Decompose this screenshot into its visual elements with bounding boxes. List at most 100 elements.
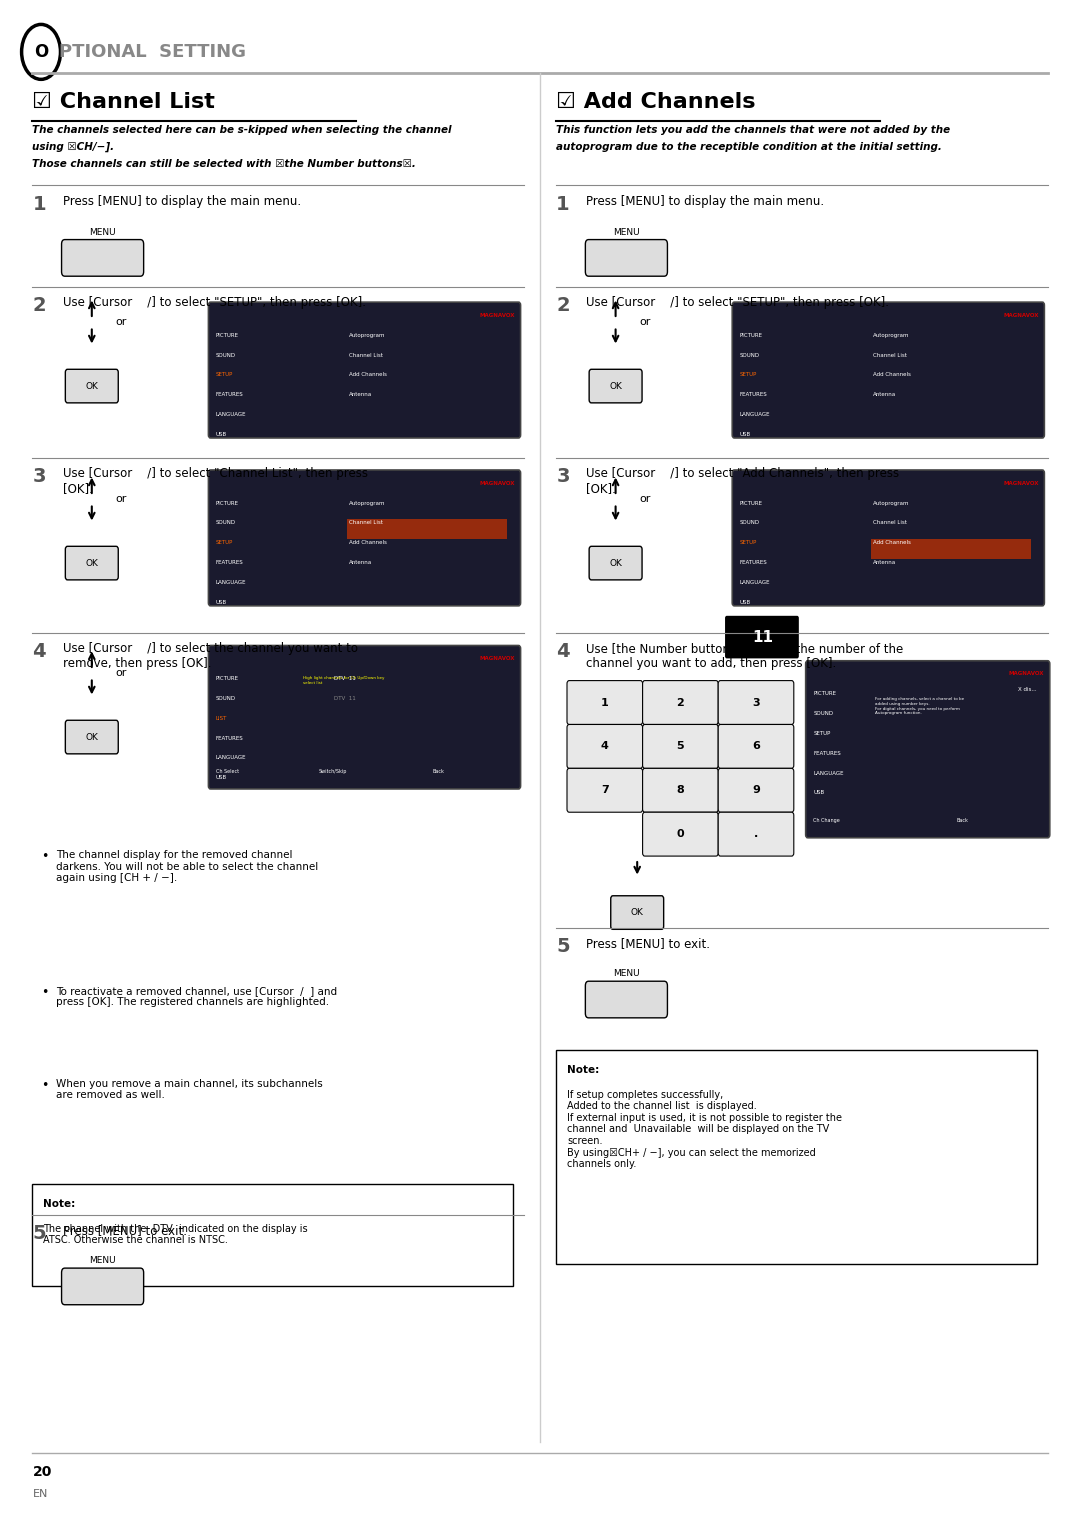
Text: or: or — [116, 494, 127, 504]
Text: 1: 1 — [600, 697, 609, 708]
Text: Use [Cursor    /] to select "Channel List", then press
[OK].: Use [Cursor /] to select "Channel List",… — [63, 467, 367, 494]
FancyBboxPatch shape — [567, 769, 643, 812]
Text: Add Channels: Add Channels — [349, 540, 387, 545]
Text: SOUND: SOUND — [740, 520, 760, 525]
Text: Press [MENU] to display the main menu.: Press [MENU] to display the main menu. — [586, 195, 824, 209]
Text: LANGUAGE: LANGUAGE — [216, 755, 246, 760]
FancyBboxPatch shape — [208, 645, 521, 789]
Text: Autoprogram: Autoprogram — [349, 501, 386, 505]
Text: SOUND: SOUND — [740, 353, 760, 357]
Text: For adding channels, select a channel to be
added using number keys.
For digital: For adding channels, select a channel to… — [875, 697, 964, 716]
Bar — [870, 539, 1030, 559]
Text: OK: OK — [85, 732, 98, 742]
Text: Use [the Number buttons] to enter the number of the
channel you want to add, the: Use [the Number buttons] to enter the nu… — [586, 642, 904, 670]
FancyBboxPatch shape — [718, 681, 794, 725]
FancyBboxPatch shape — [718, 769, 794, 812]
Text: 4: 4 — [600, 742, 609, 751]
Text: FEATURES: FEATURES — [740, 392, 768, 397]
FancyBboxPatch shape — [643, 725, 718, 769]
Text: FEATURES: FEATURES — [216, 392, 244, 397]
FancyBboxPatch shape — [726, 617, 798, 658]
Text: O: O — [33, 43, 49, 61]
Text: Press [MENU] to exit.: Press [MENU] to exit. — [586, 937, 711, 951]
Text: OK: OK — [609, 382, 622, 391]
Text: ☑ Channel List: ☑ Channel List — [32, 92, 215, 111]
FancyBboxPatch shape — [718, 725, 794, 769]
Text: Channel List: Channel List — [873, 353, 907, 357]
Text: 1: 1 — [32, 195, 46, 214]
Text: MENU: MENU — [613, 227, 639, 237]
Text: When you remove a main channel, its subchannels
are removed as well.: When you remove a main channel, its subc… — [56, 1079, 323, 1100]
Text: SETUP: SETUP — [216, 540, 233, 545]
Text: FEATURES: FEATURES — [740, 560, 768, 565]
Text: 3: 3 — [556, 467, 570, 485]
FancyBboxPatch shape — [590, 369, 643, 403]
Text: PICTURE: PICTURE — [216, 676, 239, 681]
Text: SOUND: SOUND — [216, 353, 237, 357]
Text: 3: 3 — [32, 467, 45, 485]
Text: MAGNAVOX: MAGNAVOX — [480, 656, 515, 661]
Text: 1: 1 — [556, 195, 570, 214]
FancyBboxPatch shape — [62, 240, 144, 276]
Text: FEATURES: FEATURES — [813, 751, 841, 755]
Text: or: or — [639, 494, 651, 504]
FancyBboxPatch shape — [732, 470, 1044, 606]
Text: SETUP: SETUP — [216, 372, 233, 377]
Text: To reactivate a removed channel, use [Cursor  /  ] and
press [OK]. The registere: To reactivate a removed channel, use [Cu… — [56, 986, 337, 1007]
FancyBboxPatch shape — [208, 470, 521, 606]
Text: Autoprogram: Autoprogram — [873, 333, 909, 337]
FancyBboxPatch shape — [65, 546, 119, 580]
Text: using ☒CH/−].: using ☒CH/−]. — [32, 142, 114, 153]
Text: USB: USB — [740, 432, 751, 436]
Text: •: • — [41, 1079, 49, 1093]
Text: MENU: MENU — [90, 227, 116, 237]
Text: FEATURES: FEATURES — [216, 560, 244, 565]
Text: Antenna: Antenna — [873, 392, 896, 397]
Text: •: • — [41, 850, 49, 864]
Text: The channels selected here can be s­kipped when selecting the channel: The channels selected here can be s­kipp… — [32, 125, 451, 136]
Text: MENU: MENU — [613, 969, 639, 978]
Text: OK: OK — [631, 908, 644, 917]
FancyBboxPatch shape — [585, 240, 667, 276]
Text: EN: EN — [32, 1489, 48, 1500]
Text: OK: OK — [85, 559, 98, 568]
Text: DTV  11: DTV 11 — [334, 696, 355, 700]
Text: ☑ Add Channels: ☑ Add Channels — [556, 92, 756, 111]
Text: 20: 20 — [32, 1465, 52, 1479]
Text: 11: 11 — [752, 630, 773, 645]
Text: 5: 5 — [556, 937, 570, 955]
Text: MENU: MENU — [90, 1256, 116, 1265]
Text: or: or — [639, 317, 651, 327]
Text: 2: 2 — [676, 697, 685, 708]
Text: Use [Cursor    /] to select the channel you want to
remove, then press [OK].: Use [Cursor /] to select the channel you… — [63, 642, 357, 670]
Text: SOUND: SOUND — [216, 696, 237, 700]
Text: This function lets you add the channels that were not added by the: This function lets you add the channels … — [556, 125, 950, 136]
Text: Channel List: Channel List — [349, 520, 383, 525]
Text: SOUND: SOUND — [813, 711, 834, 716]
Text: Ch Change: Ch Change — [813, 818, 840, 823]
Text: or: or — [116, 668, 127, 678]
Text: PTIONAL  SETTING: PTIONAL SETTING — [59, 43, 246, 61]
Text: LANGUAGE: LANGUAGE — [740, 412, 770, 417]
Text: Press [MENU] to exit.: Press [MENU] to exit. — [63, 1224, 187, 1238]
Text: Note:: Note: — [567, 1065, 599, 1076]
Text: Add Channels: Add Channels — [349, 372, 387, 377]
Text: 4: 4 — [32, 642, 46, 661]
Text: Use [Cursor    /] to select "SETUP", then press [OK].: Use [Cursor /] to select "SETUP", then p… — [63, 296, 366, 310]
Text: PICTURE: PICTURE — [813, 691, 836, 696]
Text: Channel List: Channel List — [873, 520, 907, 525]
Text: Add Channels: Add Channels — [873, 372, 910, 377]
Text: .: . — [754, 829, 758, 839]
FancyBboxPatch shape — [643, 681, 718, 725]
Text: USB: USB — [813, 790, 824, 795]
FancyBboxPatch shape — [590, 546, 643, 580]
Text: PICTURE: PICTURE — [740, 333, 762, 337]
Text: SETUP: SETUP — [740, 540, 757, 545]
FancyBboxPatch shape — [585, 981, 667, 1018]
Text: Antenna: Antenna — [873, 560, 896, 565]
Text: 5: 5 — [32, 1224, 46, 1242]
Text: USB: USB — [740, 600, 751, 604]
FancyBboxPatch shape — [611, 896, 663, 929]
Text: USB: USB — [216, 432, 227, 436]
Text: MAGNAVOX: MAGNAVOX — [480, 481, 515, 485]
